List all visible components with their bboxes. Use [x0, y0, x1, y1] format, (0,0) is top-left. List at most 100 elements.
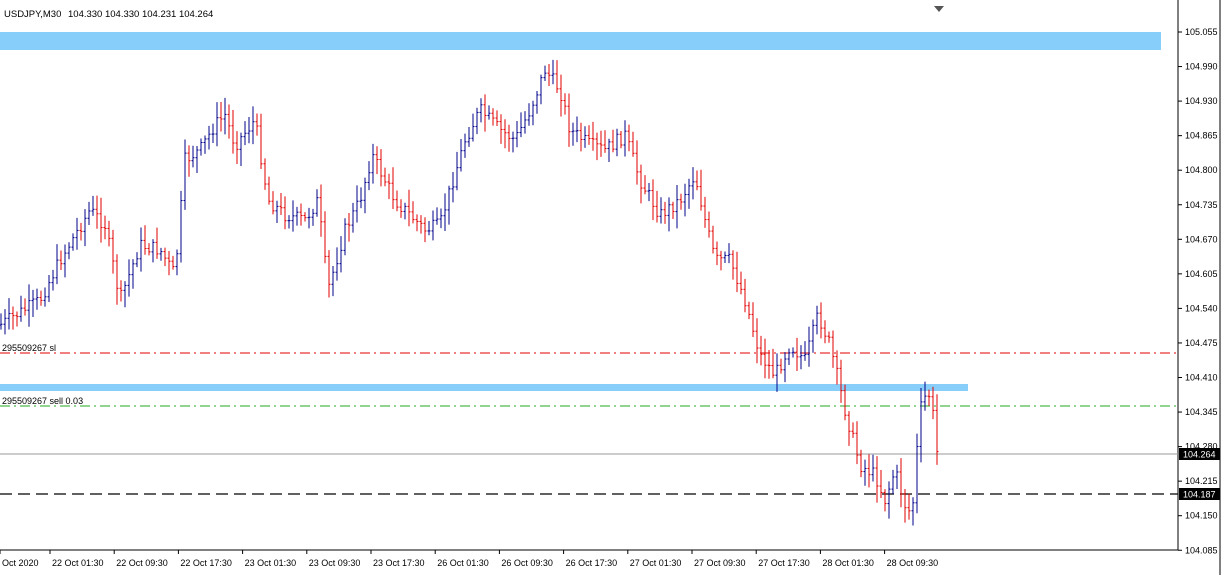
ohlc-bar — [163, 247, 167, 267]
ohlc-bar — [643, 175, 647, 195]
time-tick-label: 23 Oct 09:30 — [309, 558, 361, 568]
ohlc-bar — [727, 243, 731, 264]
ohlc-bar — [487, 105, 491, 120]
ohlc-bar — [135, 252, 139, 268]
ohlc-bar — [615, 128, 619, 157]
ohlc-bar — [315, 189, 319, 217]
price-tick-label: 105.055 — [1185, 27, 1218, 37]
ohlc-bar — [227, 104, 231, 139]
ohlc-bar — [655, 190, 659, 223]
ohlc-bar — [419, 215, 423, 234]
ohlc-bar — [75, 217, 79, 250]
ohlc-bar — [855, 421, 859, 465]
ohlc-bar — [675, 185, 679, 229]
time-tick-label: 22 Oct 09:30 — [116, 558, 168, 568]
ohlc-bar — [687, 178, 691, 209]
time-tick-label: 22 Oct 01:30 — [52, 558, 104, 568]
ohlc-bar — [803, 341, 807, 361]
ohlc-bar — [131, 259, 135, 289]
ohlc-bar — [51, 269, 55, 291]
price-tick-label: 104.150 — [1185, 511, 1218, 521]
ohlc-bar — [147, 243, 151, 256]
ohlc-bar — [743, 278, 747, 313]
ohlc-bar — [167, 251, 171, 276]
ohlc-bar — [343, 218, 347, 256]
ohlc-bar — [191, 145, 195, 168]
ohlc-bar — [787, 348, 791, 365]
ohlc-bar — [811, 319, 815, 353]
support-zone[interactable] — [0, 384, 968, 391]
price-tick-label: 104.345 — [1185, 407, 1218, 417]
ohlc-bar — [495, 110, 499, 127]
symbol-label: USDJPY,M30 — [4, 9, 61, 20]
ohlc-bar — [371, 143, 375, 184]
ohlc-bar — [903, 489, 907, 523]
time-axis: Oct 2020 22 Oct 01:30 22 Oct 09:30 22 Oct 1… — [0, 550, 938, 568]
ohlc-bar — [691, 167, 695, 200]
ohlc-bar — [819, 302, 823, 339]
time-tick-label: 27 Oct 17:30 — [758, 558, 810, 568]
ohlc-bar — [115, 254, 119, 305]
ohlc-bar — [199, 138, 203, 156]
ohlc-bar — [459, 139, 463, 172]
ohlc-bar — [631, 131, 635, 157]
sell-order-label: 295509267 sell 0.03 — [2, 396, 83, 406]
ohlc-bar — [107, 220, 111, 247]
ohlc-bar — [231, 110, 235, 154]
price-tick-label: 104.475 — [1185, 338, 1218, 348]
ohlc-bar — [259, 113, 263, 169]
ohlc-bar — [919, 387, 923, 463]
ohlc-bar — [567, 93, 571, 147]
ohlc-bar — [531, 100, 535, 126]
ohlc-bar — [575, 116, 579, 143]
ohlc-bar — [171, 255, 175, 270]
ohlc-bar — [35, 288, 39, 310]
ohlc-bar — [547, 63, 551, 86]
ohlc-bar — [739, 271, 743, 295]
ohlc-bar — [839, 359, 843, 403]
ohlc-bar — [395, 190, 399, 212]
ohlc-bar — [151, 239, 155, 263]
ohlc-bar — [363, 177, 367, 214]
chart-shift-marker[interactable] — [934, 6, 944, 12]
ohlc-bar — [43, 287, 47, 307]
ohlc-bar — [647, 183, 651, 202]
ohlc-bar — [335, 247, 339, 281]
ohlc-bar — [235, 131, 239, 164]
ohlc-bar — [875, 456, 879, 503]
ohlc-bar — [851, 422, 855, 438]
resistance-zone[interactable] — [0, 32, 1161, 50]
time-tick-label: 26 Oct 17:30 — [566, 558, 618, 568]
ohlc-bar — [175, 249, 179, 276]
ohlc-bar — [595, 132, 599, 161]
ohlc-bar — [927, 389, 931, 406]
ohlc-bar — [263, 158, 267, 190]
ohlc-bar — [119, 280, 123, 302]
ohlc-bar — [307, 207, 311, 229]
ohlc-bar — [187, 145, 191, 177]
ohlc-bar — [39, 290, 43, 306]
ohlc-bar — [799, 345, 803, 370]
price-tick-label: 104.670 — [1185, 234, 1218, 244]
ohlc-bar — [291, 200, 295, 232]
ohlc-bar — [759, 335, 763, 366]
ohlc-bar — [439, 208, 443, 229]
ohlc-bar — [275, 200, 279, 224]
ohlc-bar — [871, 454, 875, 482]
price-tick-label: 104.410 — [1185, 373, 1218, 383]
ohlc-bar — [583, 126, 587, 148]
ohlc-bar — [723, 251, 727, 264]
ohlc-bar — [415, 214, 419, 232]
ohlc-bar — [611, 129, 615, 153]
ohlc-bar — [887, 481, 891, 519]
ohlc-bar — [911, 497, 915, 526]
ohlc-bar — [255, 113, 259, 136]
price-tick-label: 104.540 — [1185, 303, 1218, 313]
time-tick-label: 27 Oct 01:30 — [630, 558, 682, 568]
ohlc-bar — [775, 353, 779, 392]
ohlc-bar — [563, 93, 567, 115]
ohlc-bar — [47, 275, 51, 302]
ohlc-bar — [427, 221, 431, 236]
